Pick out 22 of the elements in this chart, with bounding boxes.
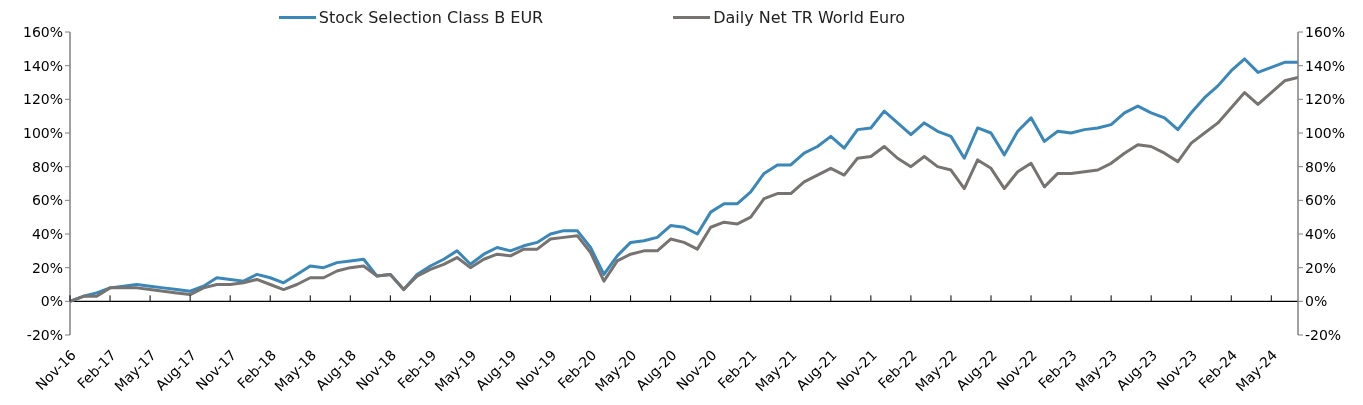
y-tick-label: 140% [22, 57, 63, 74]
y2-tick-label: -20% [1305, 326, 1342, 343]
y2-tick-label: 100% [1305, 124, 1346, 141]
y2-tick-label: 160% [1305, 23, 1346, 40]
y-tick-label: 120% [22, 91, 63, 108]
y2-tick-label: 40% [1305, 225, 1337, 242]
y2-tick-label: 60% [1305, 192, 1337, 209]
y-tick-label: 0% [40, 293, 63, 310]
y2-tick-label: 0% [1305, 293, 1328, 310]
y-tick-label: 20% [31, 259, 63, 276]
y2-tick-label: 140% [1305, 57, 1346, 74]
y-tick-label: 160% [22, 23, 63, 40]
y-tick-label: 60% [31, 192, 63, 209]
legend-label: Daily Net TR World Euro [713, 8, 906, 27]
y-tick-label: -20% [26, 326, 63, 343]
y2-tick-label: 80% [1305, 158, 1337, 175]
y2-tick-label: 120% [1305, 91, 1346, 108]
y-tick-label: 100% [22, 124, 63, 141]
y-tick-label: 80% [31, 158, 63, 175]
y2-tick-label: 20% [1305, 259, 1337, 276]
y-tick-label: 40% [31, 225, 63, 242]
legend-label: Stock Selection Class B EUR [318, 8, 544, 27]
